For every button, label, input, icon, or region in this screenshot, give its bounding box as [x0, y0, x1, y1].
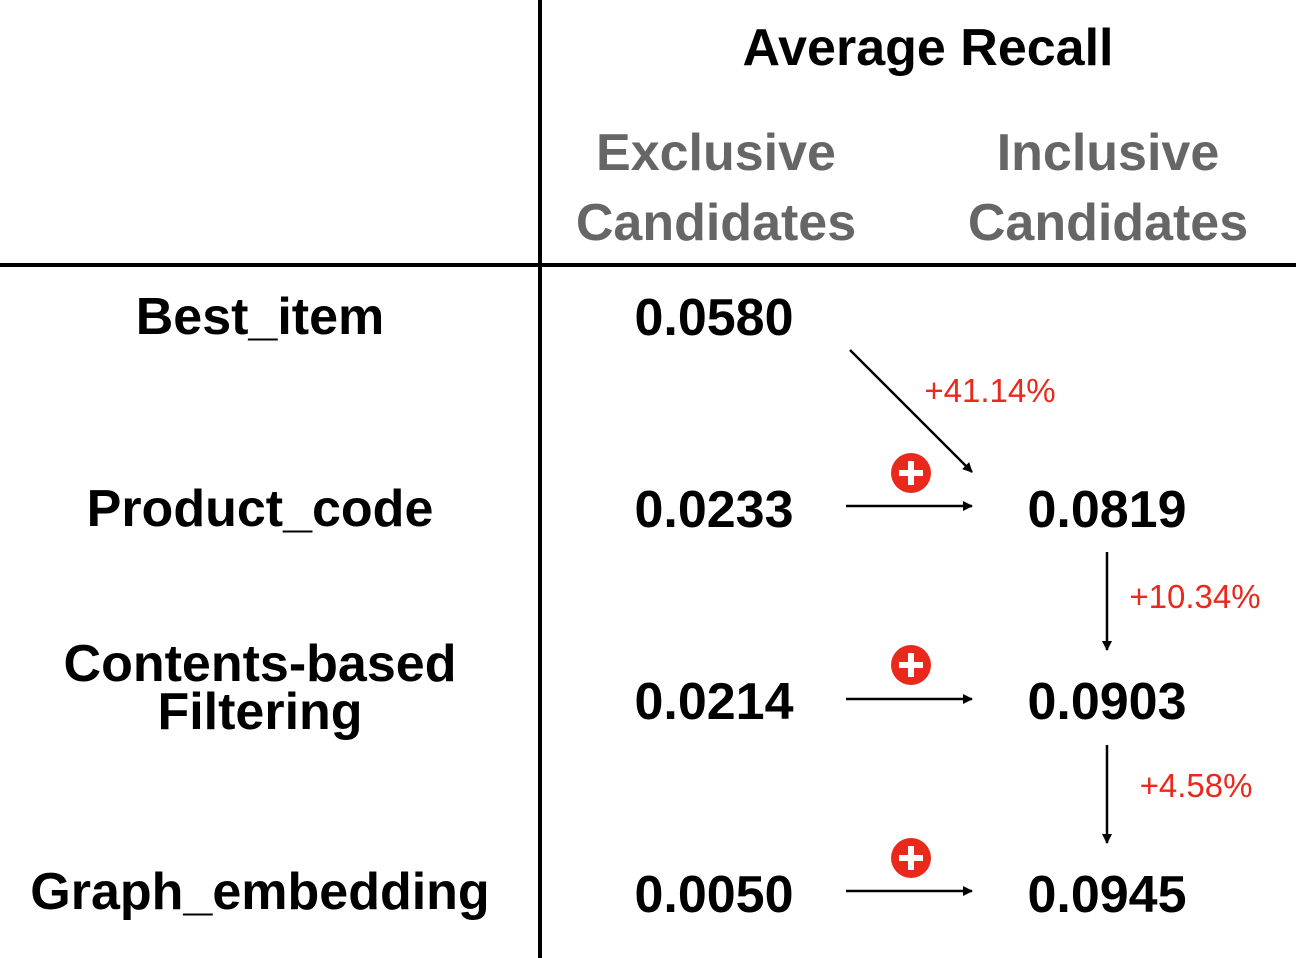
exclusive-candidates-header: Exclusive Candidates	[576, 118, 856, 258]
plus-circle-icon	[891, 453, 931, 493]
exclusive-header-line-1: Exclusive	[596, 124, 836, 182]
method-graph-embedding: Graph_embedding	[30, 863, 490, 921]
exclusive-value-contents-based: 0.0214	[634, 673, 794, 731]
method-best-item: Best_item	[135, 288, 385, 346]
diagonal-arrow-icon	[849, 349, 973, 473]
inclusive-value-graph-embedding: 0.0945	[1027, 866, 1187, 924]
gain-label: +41.14%	[924, 372, 1056, 409]
gain-label: +10.34%	[1129, 578, 1261, 615]
exclusive-value-graph-embedding: 0.0050	[634, 866, 794, 924]
inclusive-candidates-header: Inclusive Candidates	[968, 118, 1248, 258]
plus-circle-icon	[891, 645, 931, 685]
inclusive-value-contents-based: 0.0903	[1027, 673, 1187, 731]
inclusive-header-line-1: Inclusive	[996, 124, 1220, 182]
plus-circle-icon	[891, 838, 931, 878]
inclusive-header-line-2: Candidates	[967, 194, 1249, 252]
gain-label: +4.58%	[1139, 767, 1253, 804]
exclusive-value-best-item: 0.0580	[634, 289, 794, 347]
method-line-1: Contents-based	[63, 635, 457, 693]
exclusive-value-product-code: 0.0233	[634, 481, 794, 539]
inclusive-value-product-code: 0.0819	[1027, 481, 1187, 539]
method-contents-based-filtering: Contents-based Filtering	[63, 635, 457, 741]
method-product-code: Product_code	[86, 480, 434, 538]
exclusive-header-line-2: Candidates	[575, 194, 857, 252]
table-title: Average Recall	[742, 19, 1114, 77]
method-line-2: Filtering	[157, 683, 363, 741]
